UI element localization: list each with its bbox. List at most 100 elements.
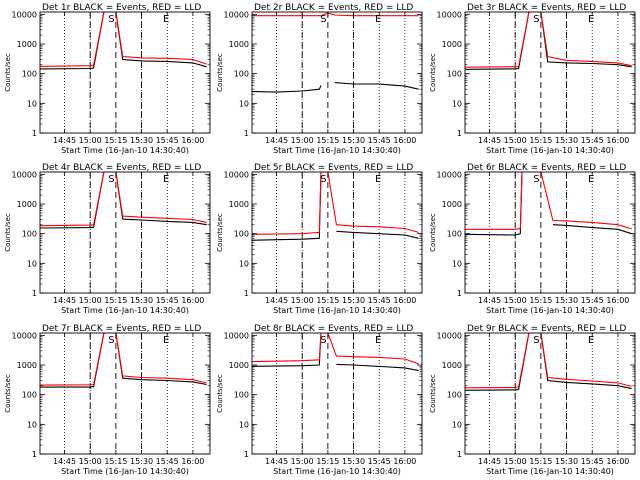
y-tick-label: 10000 xyxy=(224,10,249,19)
x-tick-label: 16:00 xyxy=(393,136,416,145)
x-tick-label: 15:30 xyxy=(342,296,365,305)
y-tick-label: 1000 xyxy=(17,361,37,370)
marker-label: S xyxy=(108,174,114,185)
x-tick-label: 16:00 xyxy=(606,296,629,305)
series-group xyxy=(40,12,207,70)
series-group xyxy=(40,333,207,388)
x-tick-label: 15:45 xyxy=(581,296,604,305)
y-tick-label: 100 xyxy=(234,70,249,79)
marker-label: S xyxy=(108,335,114,346)
x-tick-label: 14:45 xyxy=(265,136,288,145)
x-tick-label: 15:30 xyxy=(342,457,365,466)
y-axis-label: Counts/sec xyxy=(216,374,224,413)
y-tick-label: 10000 xyxy=(437,10,462,19)
x-tick-label: 14:45 xyxy=(265,296,288,305)
plot-frame xyxy=(464,332,636,455)
y-tick-label: 10000 xyxy=(12,170,37,179)
x-tick-label: 15:45 xyxy=(368,457,391,466)
marker-label: S xyxy=(320,335,326,346)
chart-title: Det 2r BLACK = Events, RED = LLD xyxy=(254,3,413,13)
y-tick-label: 1000 xyxy=(229,361,249,370)
x-tick-label: 15:45 xyxy=(581,457,604,466)
x-tick-label: 15:30 xyxy=(130,136,153,145)
y-tick-label: 10 xyxy=(239,420,249,429)
x-tick-label: 15:00 xyxy=(504,296,527,305)
chart-panel-7: S E 1 10 100 1000 10000 14:45 15:00 15:15 15:30 15:… xyxy=(4,324,211,476)
x-tick-label: 15:15 xyxy=(316,457,339,466)
chart-title: Det 5r BLACK = Events, RED = LLD xyxy=(254,163,413,173)
events-series-line xyxy=(252,82,419,93)
x-tick-label: 16:00 xyxy=(181,296,204,305)
lld-series-line xyxy=(40,12,207,68)
x-tick-label: 15:30 xyxy=(130,457,153,466)
x-tick-label: 15:30 xyxy=(555,457,578,466)
y-axis-label: Counts/sec xyxy=(429,374,437,413)
y-tick-label: 100 xyxy=(447,391,462,400)
series-group xyxy=(465,12,632,70)
plot-frame xyxy=(251,11,423,134)
y-axis-label: Counts/sec xyxy=(429,53,437,92)
y-tick-label: 1 xyxy=(244,289,249,298)
events-series-line xyxy=(252,172,419,241)
x-tick-label: 14:45 xyxy=(478,457,501,466)
x-tick-label: 15:30 xyxy=(342,136,365,145)
marker-label: E xyxy=(588,335,594,346)
x-tick-label: 16:00 xyxy=(181,457,204,466)
y-tick-label: 10000 xyxy=(437,331,462,340)
x-tick-label: 15:15 xyxy=(316,136,339,145)
plot-frame xyxy=(464,171,636,294)
y-tick-label: 1000 xyxy=(442,200,462,209)
plot-frame xyxy=(39,171,211,294)
x-tick-label: 14:45 xyxy=(53,136,76,145)
x-tick-label: 15:00 xyxy=(79,136,102,145)
x-tick-label: 15:45 xyxy=(368,136,391,145)
y-tick-label: 1000 xyxy=(229,40,249,49)
y-tick-label: 10 xyxy=(239,259,249,268)
y-tick-label: 1 xyxy=(32,289,37,298)
chart-panel-2: S E 1 10 100 1000 10000 14:45 15:00 15:15 15:30 15:… xyxy=(216,3,423,155)
lld-series-line xyxy=(252,12,419,17)
x-tick-label: 15:15 xyxy=(529,136,552,145)
x-axis-label: Start Time (16-Jan-10 14:30:40) xyxy=(61,467,189,476)
y-tick-label: 10000 xyxy=(12,10,37,19)
chart-title: Det 4r BLACK = Events, RED = LLD xyxy=(42,163,201,173)
chart-panel-8: S E 1 10 100 1000 10000 14:45 15:00 15:15 15:30 15:… xyxy=(216,324,423,476)
x-tick-label: 15:00 xyxy=(291,457,314,466)
lld-series-line xyxy=(40,172,207,227)
y-tick-label: 10 xyxy=(27,99,37,108)
y-tick-label: 1 xyxy=(457,289,462,298)
plot-frame xyxy=(39,11,211,134)
x-tick-label: 15:45 xyxy=(156,457,179,466)
x-tick-label: 15:00 xyxy=(291,136,314,145)
marker-label: E xyxy=(588,174,594,185)
x-tick-label: 15:15 xyxy=(104,296,127,305)
y-tick-label: 1 xyxy=(457,450,462,459)
series-group xyxy=(40,172,207,229)
x-tick-label: 15:15 xyxy=(104,457,127,466)
chart-panel-6: S E 1 10 100 1000 10000 14:45 15:00 15:15 15:30 15:… xyxy=(429,163,636,315)
x-tick-label: 14:45 xyxy=(53,457,76,466)
y-tick-label: 10 xyxy=(452,259,462,268)
marker-label: E xyxy=(375,335,381,346)
x-tick-label: 16:00 xyxy=(393,457,416,466)
y-tick-label: 10 xyxy=(452,420,462,429)
y-tick-label: 10 xyxy=(452,99,462,108)
chart-panel-4: S E 1 10 100 1000 10000 14:45 15:00 15:15 15:30 15:… xyxy=(4,163,211,315)
marker-label: S xyxy=(320,174,326,185)
y-tick-label: 10000 xyxy=(224,331,249,340)
lld-series-line xyxy=(252,172,419,235)
x-axis-label: Start Time (16-Jan-10 14:30:40) xyxy=(61,146,189,155)
y-tick-label: 1000 xyxy=(442,40,462,49)
marker-label: S xyxy=(533,14,539,25)
events-series-line xyxy=(465,12,632,70)
marker-label: E xyxy=(163,14,169,25)
chart-panel-3: S E 1 10 100 1000 10000 14:45 15:00 15:15 15:30 15:… xyxy=(429,3,636,155)
x-tick-label: 15:00 xyxy=(504,136,527,145)
y-tick-label: 10 xyxy=(239,99,249,108)
x-tick-label: 16:00 xyxy=(606,457,629,466)
x-tick-label: 15:30 xyxy=(555,136,578,145)
x-tick-label: 15:15 xyxy=(104,136,127,145)
y-axis-label: Counts/sec xyxy=(429,213,437,252)
x-tick-label: 15:00 xyxy=(79,296,102,305)
